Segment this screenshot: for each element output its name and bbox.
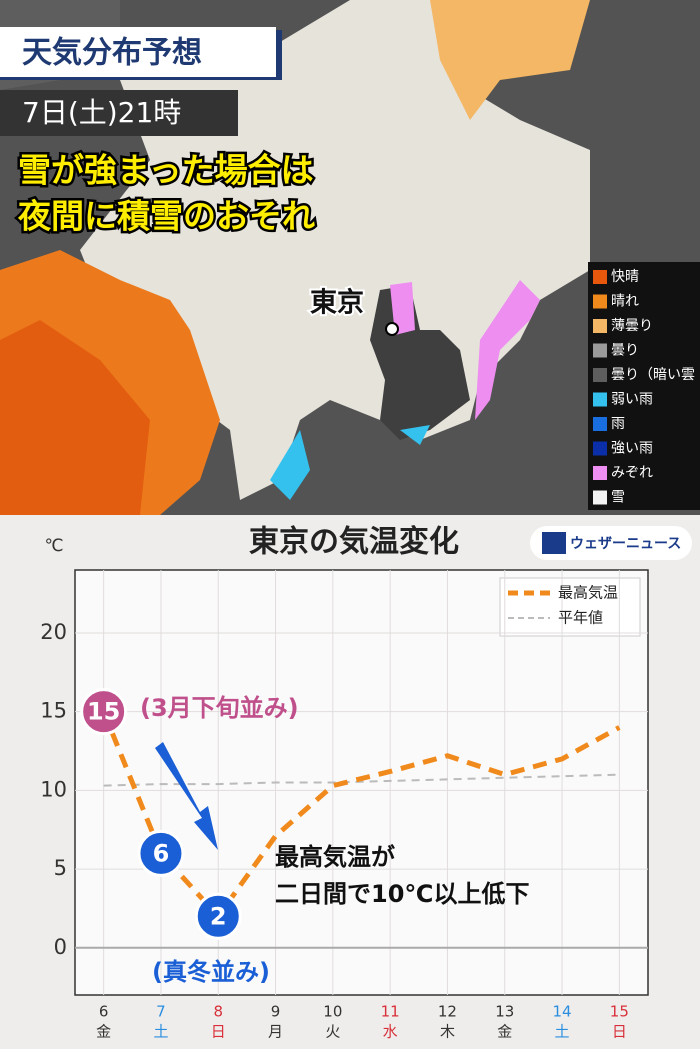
x-tick-sublabel: 日 <box>612 1023 627 1041</box>
annotation: 二日間で10℃以上低下 <box>275 880 529 908</box>
brand-box <box>530 526 692 560</box>
headline: 夜間に積雪のおそれ <box>17 197 315 236</box>
x-tick-sublabel: 金 <box>96 1023 111 1041</box>
city-label: 東京 <box>310 287 364 319</box>
series-line <box>101 710 621 921</box>
legend-swatch <box>593 417 607 431</box>
x-tick-label: 14 <box>553 1003 572 1021</box>
x-tick-sublabel: 木 <box>440 1023 455 1041</box>
chart: 東京の気温変化 ℃ ウェザーニュース 6 金 7 土 8 日 9 月 10 火 11 水 12 木 13 金 1… <box>40 525 692 1041</box>
x-tick-label: 11 <box>381 1003 400 1021</box>
y-tick-label: 0 <box>54 935 67 959</box>
sleet-area <box>390 282 415 335</box>
legend-swatch <box>593 294 607 309</box>
legend-label: 快晴 <box>611 269 639 285</box>
legend-label: 曇り <box>611 343 639 359</box>
x-tick-sublabel: 金 <box>497 1023 512 1041</box>
x-tick-label: 10 <box>323 1003 342 1021</box>
annotation: (3月下旬並み) <box>140 694 299 722</box>
legend-label: 強い雨 <box>611 441 653 457</box>
headline: 雪が強まった場合は <box>18 151 314 190</box>
legend-label: 最高気温 <box>558 584 618 602</box>
legend-swatch <box>593 441 607 456</box>
x-tick-label: 13 <box>495 1003 514 1021</box>
point-marker <box>194 892 242 940</box>
legend-label: 雨 <box>611 416 625 432</box>
y-unit: ℃ <box>44 536 63 556</box>
x-tick-sublabel: 水 <box>383 1023 398 1041</box>
arrow <box>155 742 218 850</box>
annotation: 最高気温が <box>275 843 395 871</box>
legend-swatch <box>593 392 607 407</box>
legend-swatch <box>593 319 607 333</box>
data-label: 2 <box>210 902 227 930</box>
city-marker <box>385 322 399 336</box>
time-box <box>0 90 238 136</box>
map: 天気分布予想 7日(土)21時 雪が強まった場合は 夜間に積雪のおそれ 東京 快… <box>0 0 700 515</box>
clear-area <box>0 320 150 515</box>
x-tick-sublabel: 月 <box>268 1023 283 1041</box>
legend-label: 弱い雨 <box>611 392 653 408</box>
x-tick-label: 7 <box>156 1003 166 1021</box>
x-tick-sublabel: 日 <box>211 1023 226 1041</box>
sleet-area <box>475 280 540 420</box>
legend <box>499 577 641 637</box>
x-tick-sublabel: 土 <box>555 1023 570 1041</box>
y-tick-label: 5 <box>54 856 67 880</box>
brand: ウェザーニュース <box>570 536 681 552</box>
rain-area <box>400 425 430 445</box>
y-tick-label: 10 <box>40 777 67 801</box>
thin-cloud-area <box>430 0 590 120</box>
data-label: 15 <box>87 698 120 726</box>
y-tick-label: 20 <box>40 620 67 644</box>
x-tick-sublabel: 火 <box>325 1023 340 1041</box>
map-time: 7日(土)21時 <box>22 96 181 129</box>
x-tick-label: 15 <box>610 1003 629 1021</box>
chart-title: 東京の気温変化 <box>249 525 459 560</box>
point-marker <box>137 829 185 877</box>
x-tick-label: 12 <box>438 1003 457 1021</box>
legend-label: 晴れ <box>611 294 639 310</box>
legend-swatch <box>593 343 607 358</box>
x-tick-label: 9 <box>271 1003 281 1021</box>
legend-label: 曇り（暗い雲 <box>611 367 695 383</box>
legend-label: 雪 <box>611 490 625 506</box>
x-tick-label: 8 <box>213 1003 223 1021</box>
y-tick-label: 15 <box>40 699 67 723</box>
rain-area <box>270 430 310 500</box>
series-line <box>103 773 620 787</box>
annotation: (真冬並み) <box>152 958 270 986</box>
grid: 6 金 7 土 8 日 9 月 10 火 11 水 12 木 13 金 14 土 15 日 0 5 10 15 20 <box>40 570 648 1041</box>
legend-swatch <box>593 490 607 505</box>
legend-label: 平年値 <box>558 609 603 627</box>
data-label: 6 <box>153 839 170 867</box>
x-tick-label: 6 <box>99 1003 109 1021</box>
legend-swatch <box>593 368 607 382</box>
legend-swatch <box>593 466 607 480</box>
legend-label: みぞれ <box>611 465 653 481</box>
legend-label: 薄曇り <box>611 318 653 334</box>
x-tick-sublabel: 土 <box>153 1023 168 1041</box>
title-box <box>0 27 276 77</box>
map-title: 天気分布予想 <box>22 36 202 71</box>
legend-swatch <box>593 270 607 284</box>
brand-logo <box>542 532 566 554</box>
point-marker <box>80 688 128 736</box>
